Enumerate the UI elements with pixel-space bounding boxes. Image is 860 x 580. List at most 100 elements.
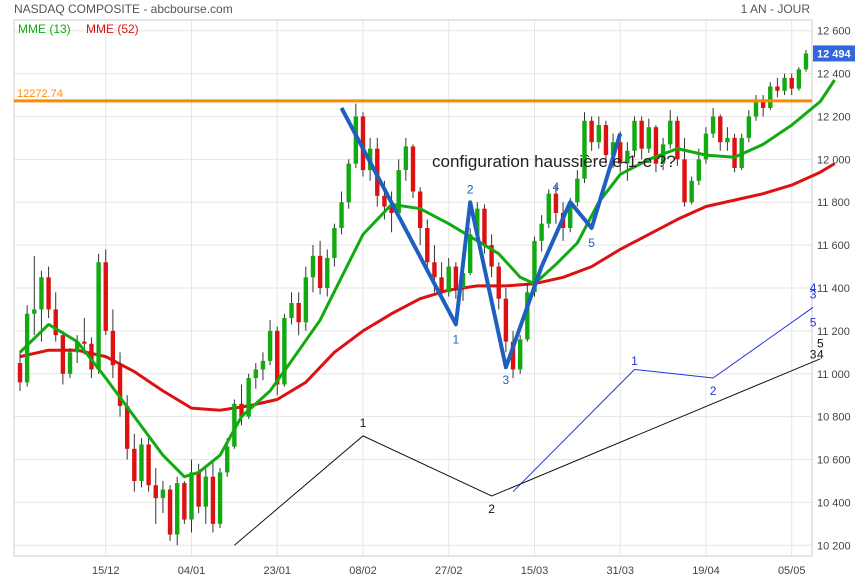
candle-down	[317, 255, 323, 288]
candle-up	[217, 472, 223, 524]
candle-up	[67, 352, 73, 374]
y-tick-label: 11 800	[817, 197, 850, 209]
candle-down	[146, 444, 151, 486]
candle-down	[775, 86, 780, 91]
y-tick-label: 11 200	[817, 326, 850, 338]
y-tick-label: 12 400	[817, 69, 851, 81]
projection-label: 4	[810, 281, 817, 295]
projection-label: 3	[810, 347, 817, 361]
candle-up	[703, 133, 709, 160]
candle-up	[396, 170, 401, 213]
candle-down	[410, 146, 416, 192]
candle-down	[389, 206, 394, 213]
candle-down	[110, 330, 116, 366]
candle-up	[546, 193, 551, 224]
candle-down	[618, 142, 623, 164]
candle-down	[639, 120, 644, 149]
candle-up	[625, 150, 630, 164]
candle-up	[32, 309, 37, 314]
plot-frame	[13, 19, 813, 557]
y-tick-label: 12 200	[817, 111, 851, 123]
y-tick-label: 11 000	[817, 369, 850, 381]
candle-down	[732, 137, 737, 168]
candle-down	[275, 330, 280, 385]
candle-up	[568, 202, 573, 228]
candle-down	[46, 277, 51, 310]
x-tick-label: 04/01	[178, 565, 206, 577]
candle-up	[282, 318, 287, 385]
candle-up	[753, 99, 759, 117]
candle-down	[167, 489, 173, 535]
candle-up	[532, 240, 537, 293]
candle-up	[339, 202, 344, 228]
candle-down	[425, 227, 430, 263]
projection-label: 4	[817, 347, 824, 361]
y-tick-label: 10 400	[817, 497, 851, 509]
y-tick-label: 12 600	[817, 26, 851, 38]
projection-black-line	[234, 358, 821, 546]
candle-down	[117, 365, 123, 406]
candle-up	[346, 163, 351, 203]
candle-down	[89, 343, 94, 370]
x-tick-label: 15/03	[521, 565, 549, 577]
candle-up	[260, 360, 266, 370]
period-label: 1 AN - JOUR	[740, 2, 810, 16]
candle-down	[439, 277, 444, 293]
candle-up	[575, 178, 580, 203]
wave-pattern-line	[339, 106, 623, 370]
candle-down	[382, 195, 387, 207]
candle-down	[360, 116, 366, 171]
wave-pattern-layer: 1 2 3 4 5	[339, 106, 623, 387]
projection-label: 5	[810, 315, 817, 329]
candle-up	[96, 262, 101, 370]
y-axis: 10 200 10 400 10 600 10 800 11 000 11 200 11 4…	[817, 26, 851, 553]
candle-up	[175, 483, 180, 535]
ema13-layer	[18, 79, 836, 479]
candle-down	[17, 363, 23, 383]
last-price-badge	[813, 45, 855, 62]
y-tick-label: 11 400	[817, 283, 850, 295]
projection-label: 1	[631, 354, 638, 368]
candle-down	[453, 266, 459, 288]
projection-label: 5	[817, 337, 824, 351]
candle-up	[289, 303, 294, 319]
wave-label: 1	[453, 332, 460, 346]
candle-down	[153, 485, 158, 499]
candle-up	[232, 403, 237, 447]
candle-down	[210, 476, 216, 524]
candle-down	[239, 403, 244, 417]
candle-down	[182, 483, 187, 520]
projection-label: 1	[360, 416, 367, 430]
candle-up	[446, 266, 451, 293]
legend-ema52: MME (52)	[86, 22, 139, 36]
candle-up	[403, 146, 409, 171]
candle-up	[160, 489, 166, 499]
resistance-label: 12272.74	[17, 88, 63, 100]
candle-up	[225, 446, 230, 473]
projection-blue-line	[512, 306, 814, 493]
candle-up	[39, 277, 44, 310]
candle-down	[124, 405, 130, 449]
candle-up	[332, 227, 337, 258]
ema13-line	[18, 79, 836, 479]
candle-down	[682, 159, 687, 203]
candle-down	[760, 99, 766, 108]
candle-up	[325, 257, 330, 288]
projection-label: 2	[710, 384, 717, 398]
x-tick-label: 23/01	[263, 565, 291, 577]
candle-down	[60, 335, 66, 374]
x-tick-label: 08/02	[349, 565, 377, 577]
y-tick-label: 10 600	[817, 455, 851, 467]
candle-down	[432, 262, 437, 278]
candle-up	[725, 137, 730, 143]
x-tick-label: 31/03	[606, 565, 634, 577]
candle-down	[589, 120, 594, 143]
candle-up	[610, 142, 616, 156]
candle-up	[353, 116, 359, 164]
candle-down	[553, 193, 559, 213]
candle-up	[596, 125, 601, 143]
candle-up	[782, 77, 787, 91]
legend-ema13: MME (13)	[18, 22, 71, 36]
ema52-line	[19, 162, 836, 412]
